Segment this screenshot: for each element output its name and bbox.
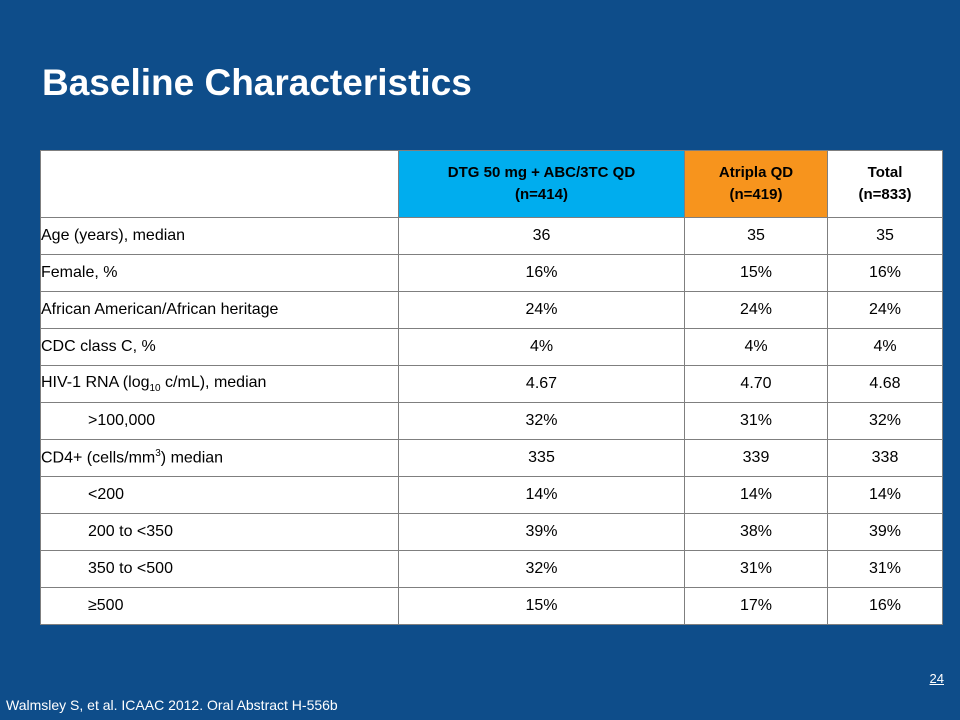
atripla-value: 24%	[684, 291, 828, 329]
dtg-value: 16%	[398, 254, 685, 292]
dtg-value: 14%	[398, 476, 685, 514]
header-atripla-n: (n=419)	[729, 186, 783, 203]
total-value: 16%	[827, 587, 943, 625]
table-row: Age (years), median 36 35 35	[40, 217, 943, 255]
row-label: 200 to <350	[40, 513, 399, 551]
row-label: >100,000	[40, 402, 399, 440]
dtg-value: 36	[398, 217, 685, 255]
row-label-superscript: 3	[155, 448, 161, 460]
citation-footer: Walmsley S, et al. ICAAC 2012. Oral Abst…	[6, 697, 338, 713]
dtg-value: 15%	[398, 587, 685, 625]
dtg-value: 4.67	[398, 365, 685, 403]
row-label: HIV-1 RNA (log10 c/mL), median	[40, 365, 399, 403]
row-label: African American/African heritage	[40, 291, 399, 329]
atripla-value: 4%	[684, 328, 828, 366]
total-value: 4.68	[827, 365, 943, 403]
table-row: HIV-1 RNA (log10 c/mL), median 4.67 4.70…	[40, 365, 943, 403]
total-value: 32%	[827, 402, 943, 440]
slide-title: Baseline Characteristics	[42, 62, 472, 103]
header-total-n: (n=833)	[858, 186, 912, 203]
atripla-value: 15%	[684, 254, 828, 292]
total-value: 35	[827, 217, 943, 255]
row-label: ≥500	[40, 587, 399, 625]
row-label: 350 to <500	[40, 550, 399, 588]
atripla-value: 14%	[684, 476, 828, 514]
atripla-value: 17%	[684, 587, 828, 625]
row-label-subscript: 10	[149, 383, 161, 395]
total-value: 14%	[827, 476, 943, 514]
row-label-part: HIV-1 RNA (log	[41, 373, 150, 391]
atripla-value: 31%	[684, 402, 828, 440]
row-label-part: CD4+ (cells/mm	[41, 449, 156, 467]
header-dtg: DTG 50 mg + ABC/3TC QD (n=414)	[398, 150, 685, 218]
atripla-value: 35	[684, 217, 828, 255]
dtg-value: 32%	[398, 402, 685, 440]
header-atripla: Atripla QD (n=419)	[684, 150, 828, 218]
total-value: 31%	[827, 550, 943, 588]
dtg-value: 4%	[398, 328, 685, 366]
total-value: 338	[827, 439, 943, 477]
table-row: ≥500 15% 17% 16%	[40, 587, 943, 625]
header-atripla-name: Atripla QD	[718, 164, 794, 181]
total-value: 4%	[827, 328, 943, 366]
atripla-value: 4.70	[684, 365, 828, 403]
table-row: <200 14% 14% 14%	[40, 476, 943, 514]
atripla-value: 31%	[684, 550, 828, 588]
table-row: African American/African heritage 24% 24…	[40, 291, 943, 329]
table-row: 350 to <500 32% 31% 31%	[40, 550, 943, 588]
row-label: <200	[40, 476, 399, 514]
dtg-value: 24%	[398, 291, 685, 329]
header-dtg-name: DTG 50 mg + ABC/3TC QD	[447, 164, 636, 181]
table-row: >100,000 32% 31% 32%	[40, 402, 943, 440]
header-row: DTG 50 mg + ABC/3TC QD (n=414) Atripla Q…	[40, 150, 943, 218]
header-total-name: Total	[867, 164, 903, 181]
dtg-value: 335	[398, 439, 685, 477]
row-label: Female, %	[40, 254, 399, 292]
table-row: CD4+ (cells/mm3) median 335 339 338	[40, 439, 943, 477]
baseline-table: DTG 50 mg + ABC/3TC QD (n=414) Atripla Q…	[40, 150, 943, 625]
row-label-part: ) median	[160, 449, 224, 467]
row-label: CD4+ (cells/mm3) median	[40, 439, 399, 477]
header-total: Total (n=833)	[827, 150, 943, 218]
row-label-part: c/mL), median	[160, 373, 267, 391]
total-value: 16%	[827, 254, 943, 292]
total-value: 24%	[827, 291, 943, 329]
table-row: CDC class C, % 4% 4% 4%	[40, 328, 943, 366]
header-blank-cell	[40, 150, 399, 218]
row-label: CDC class C, %	[40, 328, 399, 366]
row-label: Age (years), median	[40, 217, 399, 255]
dtg-value: 32%	[398, 550, 685, 588]
table-row: Female, % 16% 15% 16%	[40, 254, 943, 292]
table-row: 200 to <350 39% 38% 39%	[40, 513, 943, 551]
header-dtg-n: (n=414)	[515, 186, 568, 203]
page-number: 24	[929, 671, 944, 686]
atripla-value: 339	[684, 439, 828, 477]
atripla-value: 38%	[684, 513, 828, 551]
dtg-value: 39%	[398, 513, 685, 551]
total-value: 39%	[827, 513, 943, 551]
